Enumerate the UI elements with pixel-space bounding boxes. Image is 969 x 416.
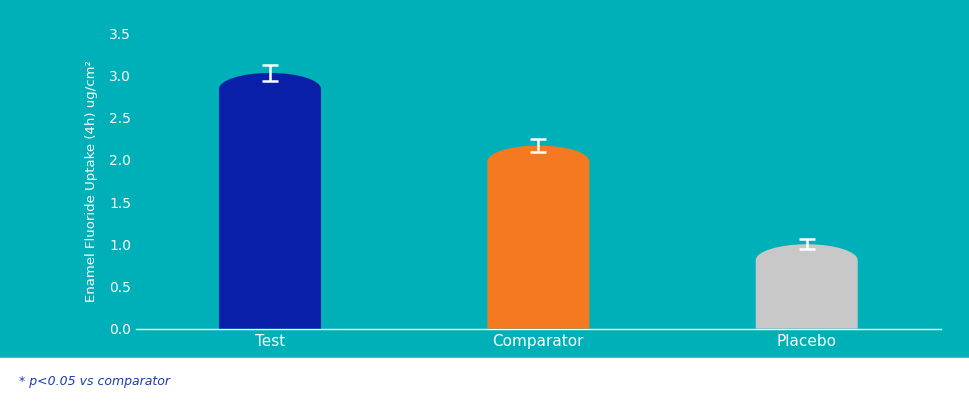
PathPatch shape [755, 244, 857, 329]
Y-axis label: Enamel Fluoride Uptake (4h) ug/cm²: Enamel Fluoride Uptake (4h) ug/cm² [84, 60, 98, 302]
PathPatch shape [486, 146, 589, 329]
FancyBboxPatch shape [0, 0, 969, 358]
Text: * p<0.05 vs comparator: * p<0.05 vs comparator [19, 374, 171, 388]
PathPatch shape [219, 73, 321, 329]
